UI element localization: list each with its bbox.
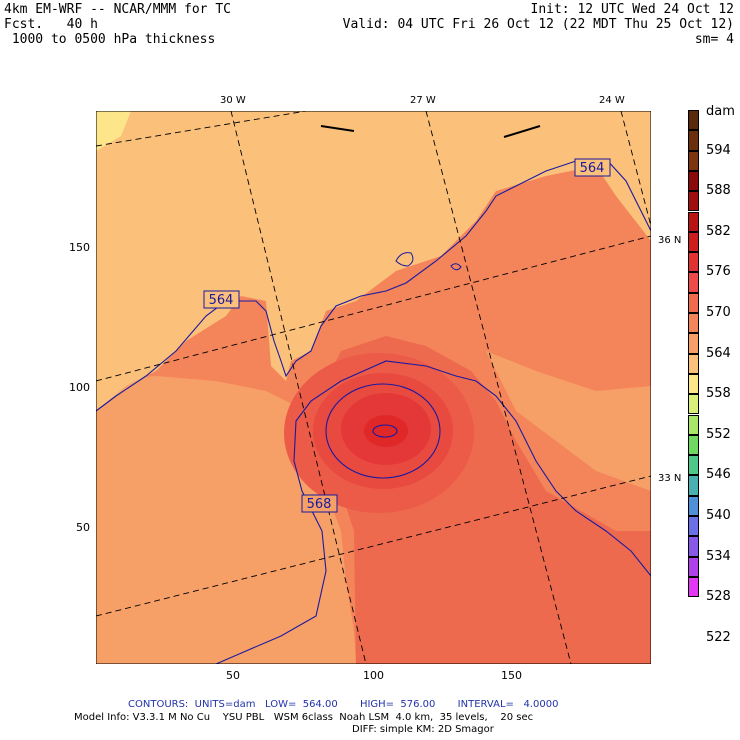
header-right: Init: 12 UTC Wed 24 Oct 12 Valid: 04 UTC … [343, 2, 734, 47]
colorbar-swatch [688, 576, 699, 598]
longitude-label-30w: 30 W [220, 95, 246, 106]
colorbar-swatch [688, 252, 699, 273]
model-info-2: DIFF: simple KM: 2D Smagor [352, 724, 494, 735]
colorbar-level-label: 576 [706, 264, 731, 280]
shade-558-560 [96, 111, 131, 151]
colorbar-swatch [688, 495, 699, 516]
colorbar-swatch [688, 556, 699, 577]
contour-island-a [395, 252, 414, 267]
colorbar-swatch [688, 516, 699, 537]
island-mark-a [320, 125, 355, 132]
contour-576 [372, 424, 398, 438]
longitude-label-24w: 24 W [599, 95, 625, 106]
longitude-label-27w: 27 W [410, 95, 436, 106]
island-mark-b [503, 125, 541, 138]
colorbar-level-label: 534 [706, 548, 731, 564]
colorbar-swatch [688, 130, 699, 151]
colorbar-swatch [688, 313, 699, 334]
colorbar-swatch [688, 394, 699, 415]
shade-564-566-west [96, 291, 356, 664]
colorbar-units: dam [706, 104, 735, 119]
colorbar-swatch [688, 211, 699, 232]
model-title: 4km EM-WRF -- NCAR/MMM for TC [4, 2, 231, 17]
colorbar-swatch [688, 150, 699, 171]
colorbar-swatch [688, 170, 699, 192]
storm-core [364, 415, 408, 447]
contour-572 [325, 383, 441, 479]
colorbar-level-label: 570 [706, 305, 731, 320]
colorbar-swatch [688, 536, 699, 557]
contour-568 [215, 360, 651, 664]
contour-label-text-c: 568 [307, 497, 332, 512]
colorbar-level-label: 594 [706, 142, 731, 158]
colorbar-level-label: 588 [706, 183, 731, 199]
latitude-label-33n: 33 N [658, 473, 682, 484]
contour-label-text-b: 564 [209, 293, 234, 308]
colorbar-level-label: 540 [706, 508, 731, 523]
colorbar-level-label: 522 [706, 629, 731, 645]
colorbar-level-label: 582 [706, 223, 731, 239]
colorbar-level-label: 546 [706, 467, 731, 483]
y-tick-100: 100 [69, 381, 90, 394]
contour-island-b [450, 263, 462, 271]
colorbar-level-label: 558 [706, 386, 731, 402]
contour-info: CONTOURS: UNITS=dam LOW= 564.00 HIGH= 57… [128, 699, 559, 710]
colorbar-swatch [688, 434, 699, 456]
colorbar-swatch [688, 110, 699, 131]
colorbar-level-label: 564 [706, 345, 731, 361]
colorbar-swatch [688, 475, 699, 496]
init-time: Init: 12 UTC Wed 24 Oct 12 [530, 2, 735, 17]
valid-time: Valid: 04 UTC Fri 26 Oct 12 (22 MDT Thu … [342, 17, 734, 32]
colorbar-swatch [688, 292, 699, 313]
colorbar-swatch [688, 373, 699, 395]
thickness-map: 564 564 568 [96, 111, 651, 664]
graticule [96, 111, 651, 664]
colorbar-swatch [688, 191, 699, 212]
colorbar-level-label: 552 [706, 426, 731, 442]
contour-label-text-a: 564 [580, 161, 605, 176]
shade-564-566-east [486, 351, 651, 491]
forecast-hour: Fcst. 40 h [4, 17, 98, 32]
colorbar-swatch [688, 231, 699, 253]
smoothing-label: sm= 4 [694, 32, 734, 47]
colorbar-swatch [688, 272, 699, 293]
colorbar-swatch [688, 455, 699, 476]
model-info: Model Info: V3.3.1 M No Cu YSU PBL WSM 6… [74, 712, 534, 723]
latitude-label-36n: 36 N [658, 235, 682, 246]
x-tick-150: 150 [501, 669, 522, 682]
colorbar-level-label: 528 [706, 589, 731, 605]
contour-label-564-east: 564 [574, 158, 611, 177]
y-tick-50: 50 [76, 521, 90, 534]
field-name: 1000 to 0500 hPa thickness [4, 32, 216, 47]
colorbar-swatch [688, 353, 699, 374]
contour-label-568: 568 [301, 494, 338, 513]
header-left: 4km EM-WRF -- NCAR/MMM for TC Fcst. 40 h … [4, 2, 231, 47]
colorbar-swatch [688, 333, 699, 354]
colorbar-swatch [688, 414, 699, 435]
y-tick-150: 150 [69, 241, 90, 254]
shade-560-564 [96, 111, 651, 411]
contour-label-564-west: 564 [203, 290, 240, 309]
x-tick-100: 100 [363, 669, 384, 682]
x-tick-50: 50 [226, 669, 240, 682]
